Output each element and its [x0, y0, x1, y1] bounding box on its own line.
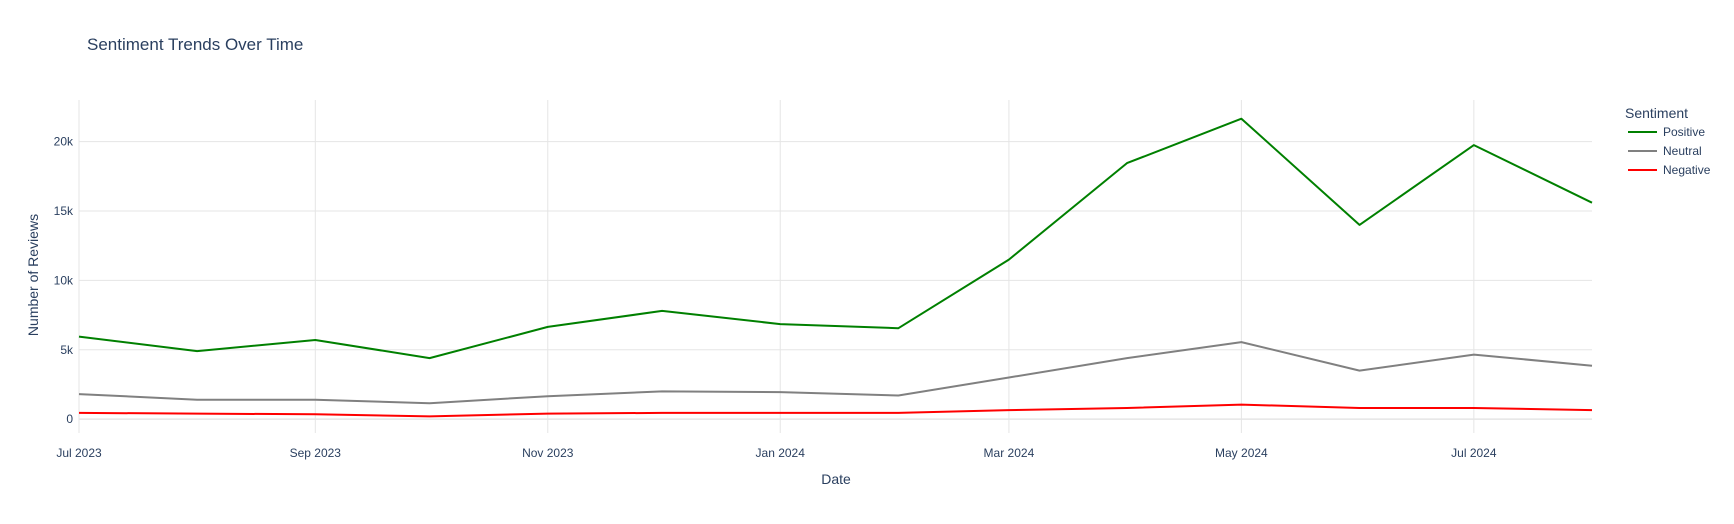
x-tick-label: Jan 2024: [756, 446, 806, 460]
legend-label: Negative: [1663, 163, 1711, 177]
series-line-positive: [78, 117, 1593, 360]
legend-item-negative[interactable]: Negative: [1628, 163, 1711, 177]
y-tick-label: 5k: [60, 343, 74, 357]
y-axis-ticks: 0 5k 10k 15k 20k: [54, 135, 74, 427]
x-tick-label: Mar 2024: [984, 446, 1035, 460]
y-tick-label: 20k: [54, 135, 74, 149]
legend-item-neutral[interactable]: Neutral: [1628, 144, 1702, 158]
x-tick-label: May 2024: [1215, 446, 1268, 460]
x-axis-title: Date: [821, 471, 851, 487]
legend: Sentiment Positive Neutral Negative: [1625, 105, 1711, 177]
chart-title: Sentiment Trends Over Time: [87, 35, 303, 54]
grid: [78, 100, 1592, 433]
y-axis-title: Number of Reviews: [25, 214, 41, 336]
x-axis-ticks: Jul 2023 Sep 2023 Nov 2023 Jan 2024 Mar 2024…: [56, 446, 1497, 460]
legend-title: Sentiment: [1625, 105, 1688, 121]
y-tick-label: 10k: [54, 273, 74, 287]
x-tick-label: Nov 2023: [522, 446, 574, 460]
x-tick-label: Jul 2024: [1451, 446, 1497, 460]
x-tick-label: Sep 2023: [290, 446, 342, 460]
series-lines: [78, 117, 1593, 418]
y-tick-label: 15k: [54, 204, 74, 218]
legend-item-positive[interactable]: Positive: [1628, 125, 1705, 139]
legend-label: Positive: [1663, 125, 1705, 139]
y-tick-label: 0: [66, 412, 73, 426]
series-line-negative: [78, 403, 1593, 418]
series-line-neutral: [78, 341, 1593, 405]
legend-label: Neutral: [1663, 144, 1702, 158]
x-tick-label: Jul 2023: [56, 446, 102, 460]
